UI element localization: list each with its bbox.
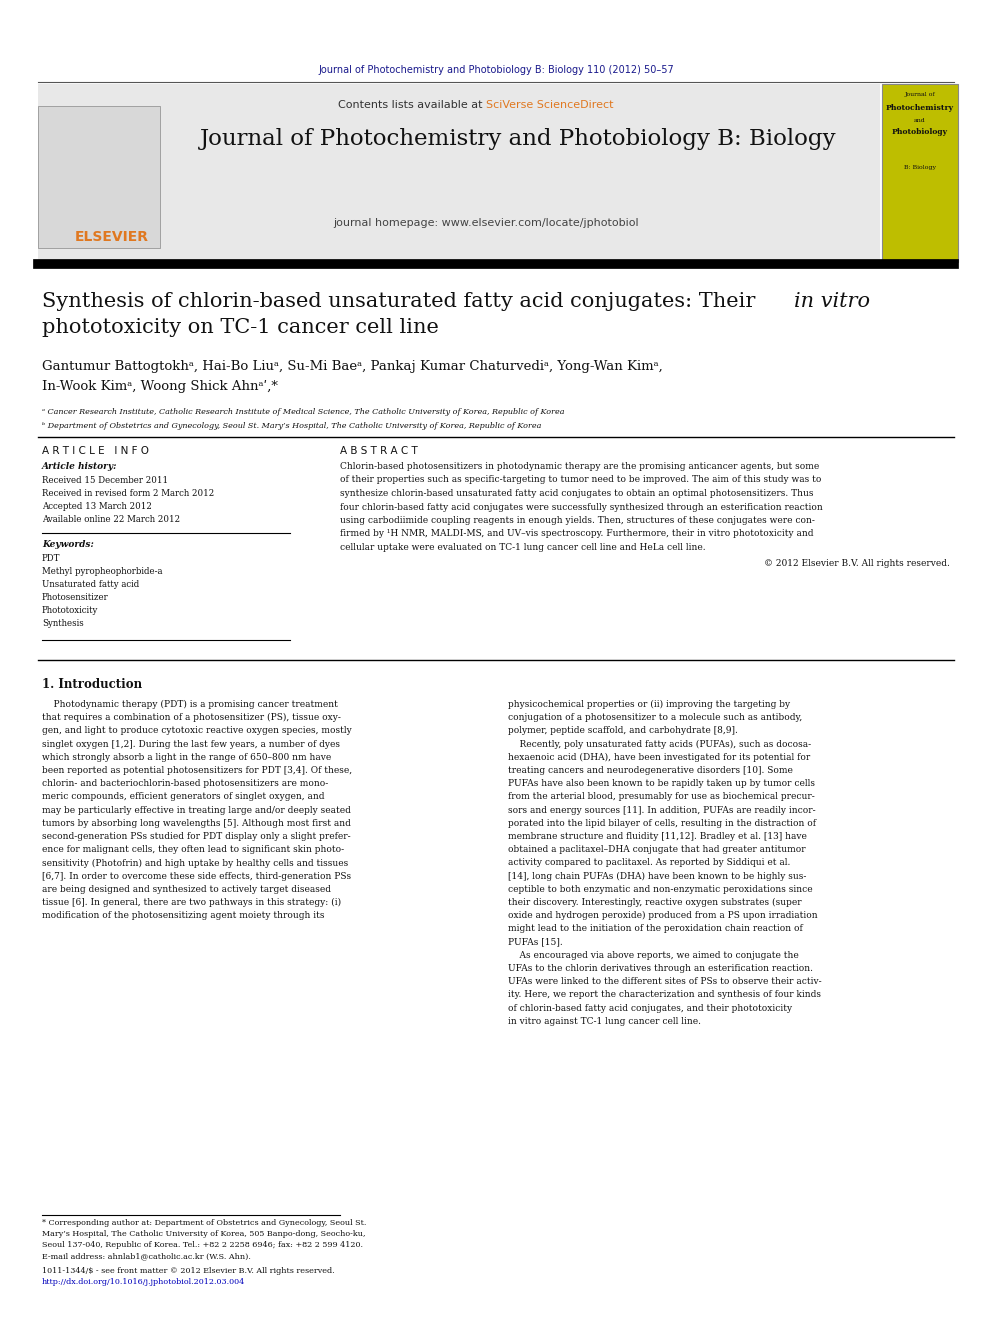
Text: tumors by absorbing long wavelengths [5]. Although most first and: tumors by absorbing long wavelengths [5]… [42, 819, 351, 828]
Text: are being designed and synthesized to actively target diseased: are being designed and synthesized to ac… [42, 885, 331, 894]
Text: [6,7]. In order to overcome these side effects, third-generation PSs: [6,7]. In order to overcome these side e… [42, 872, 351, 881]
Text: singlet oxygen [1,2]. During the last few years, a number of dyes: singlet oxygen [1,2]. During the last fe… [42, 740, 340, 749]
Text: B: Biology: B: Biology [904, 165, 936, 169]
Text: Recently, poly unsaturated fatty acids (PUFAs), such as docosa-: Recently, poly unsaturated fatty acids (… [508, 740, 811, 749]
Text: Synthesis of chlorin-based unsaturated fatty acid conjugates: Their: Synthesis of chlorin-based unsaturated f… [42, 292, 762, 311]
Text: 1. Introduction: 1. Introduction [42, 677, 142, 691]
Text: ence for malignant cells, they often lead to significant skin photo-: ence for malignant cells, they often lea… [42, 845, 344, 855]
Text: in vitro against TC-1 lung cancer cell line.: in vitro against TC-1 lung cancer cell l… [508, 1017, 701, 1025]
Text: http://dx.doi.org/10.1016/j.jphotobiol.2012.03.004: http://dx.doi.org/10.1016/j.jphotobiol.2… [42, 1278, 245, 1286]
Text: [14], long chain PUFAs (DHA) have been known to be highly sus-: [14], long chain PUFAs (DHA) have been k… [508, 872, 806, 881]
Text: ᵃ Cancer Research Institute, Catholic Research Institute of Medical Science, The: ᵃ Cancer Research Institute, Catholic Re… [42, 407, 564, 415]
Text: synthesize chlorin-based unsaturated fatty acid conjugates to obtain an optimal : synthesize chlorin-based unsaturated fat… [340, 490, 813, 497]
Text: PUFAs have also been known to be rapidly taken up by tumor cells: PUFAs have also been known to be rapidly… [508, 779, 815, 789]
Text: A B S T R A C T: A B S T R A C T [340, 446, 418, 456]
Text: phototoxicity on TC-1 cancer cell line: phototoxicity on TC-1 cancer cell line [42, 318, 438, 337]
Text: from the arterial blood, presumably for use as biochemical precur-: from the arterial blood, presumably for … [508, 792, 814, 802]
Text: Chlorin-based photosensitizers in photodynamic therapy are the promising antican: Chlorin-based photosensitizers in photod… [340, 462, 819, 471]
Text: ity. Here, we report the characterization and synthesis of four kinds: ity. Here, we report the characterizatio… [508, 991, 821, 999]
Text: meric compounds, efficient generators of singlet oxygen, and: meric compounds, efficient generators of… [42, 792, 324, 802]
Text: Phototoxicity: Phototoxicity [42, 606, 98, 615]
Text: Article history:: Article history: [42, 462, 117, 471]
Text: hexaenoic acid (DHA), have been investigated for its potential for: hexaenoic acid (DHA), have been investig… [508, 753, 810, 762]
Bar [38, 83, 880, 262]
Text: been reported as potential photosensitizers for PDT [3,4]. Of these,: been reported as potential photosensitiz… [42, 766, 352, 775]
Text: Journal of Photochemistry and Photobiology B: Biology 110 (2012) 50–57: Journal of Photochemistry and Photobiolo… [318, 65, 674, 75]
Text: porated into the lipid bilayer of cells, resulting in the distraction of: porated into the lipid bilayer of cells,… [508, 819, 816, 828]
Bar [38, 106, 160, 247]
Text: physicochemical properties or (ii) improving the targeting by: physicochemical properties or (ii) impro… [508, 700, 790, 709]
Text: ᵇ Department of Obstetrics and Gynecology, Seoul St. Mary’s Hospital, The Cathol: ᵇ Department of Obstetrics and Gynecolog… [42, 422, 542, 430]
Text: which strongly absorb a light in the range of 650–800 nm have: which strongly absorb a light in the ran… [42, 753, 331, 762]
Text: ceptible to both enzymatic and non-enzymatic peroxidations since: ceptible to both enzymatic and non-enzym… [508, 885, 812, 894]
Text: A R T I C L E   I N F O: A R T I C L E I N F O [42, 446, 149, 456]
Text: Photosensitizer: Photosensitizer [42, 593, 109, 602]
Text: Journal of Photochemistry and Photobiology B: Biology: Journal of Photochemistry and Photobiolo… [200, 128, 836, 149]
Text: sors and energy sources [11]. In addition, PUFAs are readily incor-: sors and energy sources [11]. In additio… [508, 806, 815, 815]
Text: Photochemistry: Photochemistry [886, 105, 954, 112]
Text: Journal of: Journal of [905, 93, 935, 97]
Text: journal homepage: www.elsevier.com/locate/jphotobiol: journal homepage: www.elsevier.com/locat… [333, 218, 639, 228]
Text: in vitro: in vitro [794, 292, 870, 311]
Text: oxide and hydrogen peroxide) produced from a PS upon irradiation: oxide and hydrogen peroxide) produced fr… [508, 912, 817, 921]
Text: Mary’s Hospital, The Catholic University of Korea, 505 Banpo-dong, Seocho-ku,: Mary’s Hospital, The Catholic University… [42, 1230, 365, 1238]
Text: PDT: PDT [42, 554, 61, 564]
Text: SciVerse ScienceDirect: SciVerse ScienceDirect [486, 101, 613, 110]
Text: of chlorin-based fatty acid conjugates, and their phototoxicity: of chlorin-based fatty acid conjugates, … [508, 1004, 793, 1012]
Text: and: and [914, 118, 926, 123]
Text: E-mail address: ahnlab1@catholic.ac.kr (W.S. Ahn).: E-mail address: ahnlab1@catholic.ac.kr (… [42, 1252, 251, 1259]
Text: Received 15 December 2011: Received 15 December 2011 [42, 476, 168, 486]
Text: UFAs to the chlorin derivatives through an esterification reaction.: UFAs to the chlorin derivatives through … [508, 964, 813, 972]
Text: tissue [6]. In general, there are two pathways in this strategy: (i): tissue [6]. In general, there are two pa… [42, 898, 341, 908]
Text: might lead to the initiation of the peroxidation chain reaction of: might lead to the initiation of the pero… [508, 925, 803, 934]
Text: Synthesis: Synthesis [42, 619, 83, 628]
Text: their discovery. Interestingly, reactive oxygen substrates (super: their discovery. Interestingly, reactive… [508, 898, 802, 908]
Text: conjugation of a photosensitizer to a molecule such as antibody,: conjugation of a photosensitizer to a mo… [508, 713, 803, 722]
Text: Methyl pyropheophorbide-a: Methyl pyropheophorbide-a [42, 568, 163, 576]
Text: Contents lists available at: Contents lists available at [338, 101, 486, 110]
Text: membrane structure and fluidity [11,12]. Bradley et al. [13] have: membrane structure and fluidity [11,12].… [508, 832, 806, 841]
Text: treating cancers and neurodegenerative disorders [10]. Some: treating cancers and neurodegenerative d… [508, 766, 793, 775]
Text: of their properties such as specific-targeting to tumor need to be improved. The: of their properties such as specific-tar… [340, 475, 821, 484]
Text: * Corresponding author at: Department of Obstetrics and Gynecology, Seoul St.: * Corresponding author at: Department of… [42, 1218, 366, 1226]
Text: © 2012 Elsevier B.V. All rights reserved.: © 2012 Elsevier B.V. All rights reserved… [764, 558, 950, 568]
Text: activity compared to paclitaxel. As reported by Siddiqui et al.: activity compared to paclitaxel. As repo… [508, 859, 791, 868]
Text: As encouraged via above reports, we aimed to conjugate the: As encouraged via above reports, we aime… [508, 951, 799, 959]
Text: that requires a combination of a photosensitizer (PS), tissue oxy-: that requires a combination of a photose… [42, 713, 341, 722]
Text: gen, and light to produce cytotoxic reactive oxygen species, mostly: gen, and light to produce cytotoxic reac… [42, 726, 352, 736]
Text: In-Wook Kimᵃ, Woong Shick Ahnᵃʹ,*: In-Wook Kimᵃ, Woong Shick Ahnᵃʹ,* [42, 380, 278, 393]
Text: may be particularly effective in treating large and/or deeply seated: may be particularly effective in treatin… [42, 806, 351, 815]
Text: ELSEVIER: ELSEVIER [75, 230, 149, 243]
Text: Gantumur Battogtokhᵃ, Hai-Bo Liuᵃ, Su-Mi Baeᵃ, Pankaj Kumar Chaturvediᵃ, Yong-Wa: Gantumur Battogtokhᵃ, Hai-Bo Liuᵃ, Su-Mi… [42, 360, 663, 373]
Text: Photodynamic therapy (PDT) is a promising cancer treatment: Photodynamic therapy (PDT) is a promisin… [42, 700, 338, 709]
Text: chlorin- and bacteriochlorin-based photosensitizers are mono-: chlorin- and bacteriochlorin-based photo… [42, 779, 328, 789]
Text: Accepted 13 March 2012: Accepted 13 March 2012 [42, 501, 152, 511]
Text: UFAs were linked to the different sites of PSs to observe their activ-: UFAs were linked to the different sites … [508, 978, 821, 986]
Text: PUFAs [15].: PUFAs [15]. [508, 938, 562, 946]
Bar [882, 83, 958, 262]
Text: Received in revised form 2 March 2012: Received in revised form 2 March 2012 [42, 490, 214, 497]
Text: polymer, peptide scaffold, and carbohydrate [8,9].: polymer, peptide scaffold, and carbohydr… [508, 726, 738, 736]
Text: firmed by ¹H NMR, MALDI-MS, and UV–vis spectroscopy. Furthermore, their in vitro: firmed by ¹H NMR, MALDI-MS, and UV–vis s… [340, 529, 813, 538]
Text: obtained a paclitaxel–DHA conjugate that had greater antitumor: obtained a paclitaxel–DHA conjugate that… [508, 845, 806, 855]
Text: Photobiology: Photobiology [892, 128, 948, 136]
Text: Unsaturated fatty acid: Unsaturated fatty acid [42, 579, 139, 589]
Text: four chlorin-based fatty acid conjugates were successfully synthesized through a: four chlorin-based fatty acid conjugates… [340, 503, 822, 512]
Text: Seoul 137-040, Republic of Korea. Tel.: +82 2 2258 6946; fax: +82 2 599 4120.: Seoul 137-040, Republic of Korea. Tel.: … [42, 1241, 363, 1249]
Text: modification of the photosensitizing agent moiety through its: modification of the photosensitizing age… [42, 912, 324, 921]
Text: Available online 22 March 2012: Available online 22 March 2012 [42, 515, 181, 524]
Text: 1011-1344/$ - see front matter © 2012 Elsevier B.V. All rights reserved.: 1011-1344/$ - see front matter © 2012 El… [42, 1267, 334, 1275]
Text: sensitivity (Photofrin) and high uptake by healthy cells and tissues: sensitivity (Photofrin) and high uptake … [42, 859, 348, 868]
Text: Keywords:: Keywords: [42, 540, 94, 549]
Text: cellular uptake were evaluated on TC-1 lung cancer cell line and HeLa cell line.: cellular uptake were evaluated on TC-1 l… [340, 542, 705, 552]
Text: second-generation PSs studied for PDT display only a slight prefer-: second-generation PSs studied for PDT di… [42, 832, 350, 841]
Text: using carbodiimide coupling reagents in enough yields. Then, structures of these: using carbodiimide coupling reagents in … [340, 516, 814, 525]
